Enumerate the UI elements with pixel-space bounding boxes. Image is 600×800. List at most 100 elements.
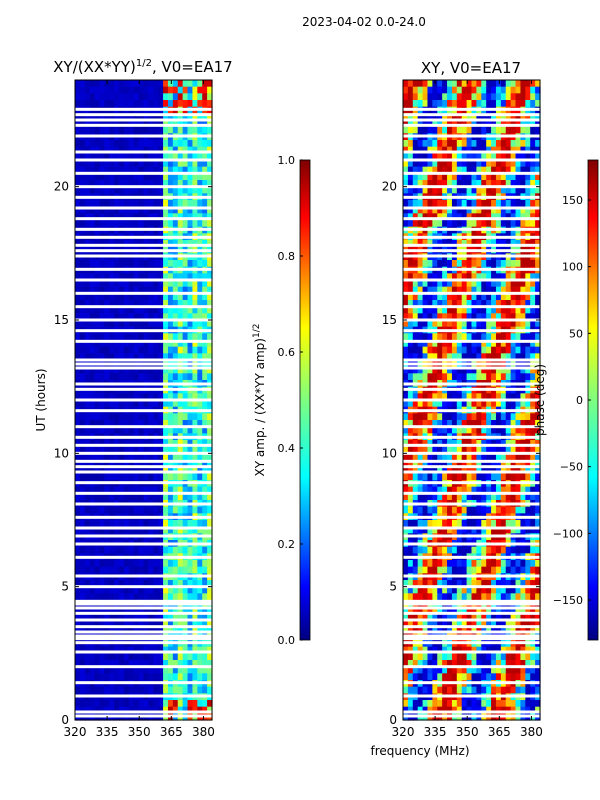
heatmap-cell [510, 580, 517, 588]
heatmap-cell [158, 86, 164, 94]
heatmap-cell [530, 86, 536, 94]
heatmap-cell [471, 466, 477, 474]
heatmap-cell [403, 340, 409, 348]
heatmap-cell [486, 220, 492, 228]
heatmap-cell [476, 446, 482, 454]
heatmap-cell [486, 273, 492, 281]
heatmap-cell [138, 660, 145, 668]
heatmap-cell [417, 366, 424, 374]
heatmap-cell [437, 546, 443, 554]
flagged-row [75, 491, 212, 495]
heatmap-cell [99, 393, 105, 401]
heatmap-cell [187, 300, 194, 308]
heatmap-cell [79, 80, 86, 88]
heatmap-cell [123, 213, 130, 221]
heatmap-cell [133, 333, 140, 341]
heatmap-cell [153, 306, 159, 314]
heatmap-cell [89, 113, 96, 121]
heatmap-cell [417, 460, 424, 468]
heatmap-cell [471, 173, 477, 181]
heatmap-cell [167, 626, 174, 634]
heatmap-cell [133, 200, 140, 208]
heatmap-cell [89, 206, 96, 214]
heatmap-cell [158, 166, 164, 174]
heatmap-cell [79, 666, 86, 674]
heatmap-cell [153, 446, 159, 454]
heatmap-cell [520, 166, 526, 174]
heatmap-cell [437, 473, 443, 481]
heatmap-cell [99, 520, 105, 528]
heatmap-cell [461, 346, 468, 354]
heatmap-cell [163, 440, 169, 448]
heatmap-cell [530, 153, 536, 161]
heatmap-cell [94, 280, 101, 288]
heatmap-cell [442, 333, 448, 341]
heatmap-cell [476, 506, 482, 514]
heatmap-cell [192, 280, 198, 288]
heatmap-cell [114, 593, 120, 601]
heatmap-cell [417, 286, 424, 294]
heatmap-cell [207, 473, 213, 481]
heatmap-cell [148, 666, 154, 674]
heatmap-cell [99, 653, 105, 661]
heatmap-cell [530, 180, 536, 188]
heatmap-cell [133, 446, 140, 454]
heatmap-cell [412, 593, 419, 601]
heatmap-cell [104, 86, 110, 94]
heatmap-cell [94, 700, 101, 708]
heatmap-cell [442, 80, 448, 88]
heatmap-cell [505, 280, 512, 288]
heatmap-cell [109, 166, 115, 174]
heatmap-cell [187, 93, 194, 101]
flagged-row [75, 555, 212, 559]
heatmap-cell [403, 306, 409, 314]
heatmap-cell [94, 466, 101, 474]
heatmap-cell [476, 546, 482, 554]
heatmap-cell [89, 313, 96, 321]
heatmap-cell [412, 220, 419, 228]
heatmap-cell [182, 320, 189, 328]
heatmap-cell [192, 673, 198, 681]
heatmap-cell [451, 113, 458, 121]
heatmap-cell [167, 200, 174, 208]
heatmap-cell [417, 400, 424, 408]
heatmap-cell [192, 160, 198, 168]
heatmap-cell [182, 673, 189, 681]
flagged-row [75, 650, 212, 654]
heatmap-cell [114, 80, 120, 88]
heatmap-cell [163, 340, 169, 348]
heatmap-cell [500, 586, 507, 594]
flagged-row [75, 534, 212, 538]
heatmap-cell [94, 686, 101, 694]
heatmap-cell [451, 340, 458, 348]
heatmap-cell [491, 486, 497, 494]
heatmap-cell [461, 473, 468, 481]
heatmap-cell [153, 146, 159, 154]
heatmap-cell [128, 613, 135, 621]
heatmap-cell [427, 393, 433, 401]
heatmap-cell [442, 293, 448, 301]
heatmap-cell [495, 153, 502, 161]
heatmap-cell [412, 160, 419, 168]
heatmap-cell [486, 160, 492, 168]
heatmap-cell [119, 300, 125, 308]
heatmap-cell [158, 353, 164, 361]
heatmap-cell [422, 220, 429, 228]
heatmap-cell [432, 146, 438, 154]
heatmap-cell [167, 706, 174, 714]
heatmap-cell [412, 273, 419, 281]
heatmap-cell [89, 400, 96, 408]
heatmap-cell [138, 546, 145, 554]
heatmap-cell [525, 586, 531, 594]
heatmap-cell [525, 213, 531, 221]
heatmap-cell [197, 473, 203, 481]
heatmap-cell [114, 160, 120, 168]
heatmap-cell [407, 440, 414, 448]
heatmap-cell [187, 340, 194, 348]
heatmap-cell [187, 113, 194, 121]
heatmap-cell [486, 140, 492, 148]
heatmap-cell [530, 240, 536, 248]
heatmap-cell [495, 220, 502, 228]
heatmap-cell [476, 420, 482, 428]
heatmap-cell [407, 426, 414, 434]
